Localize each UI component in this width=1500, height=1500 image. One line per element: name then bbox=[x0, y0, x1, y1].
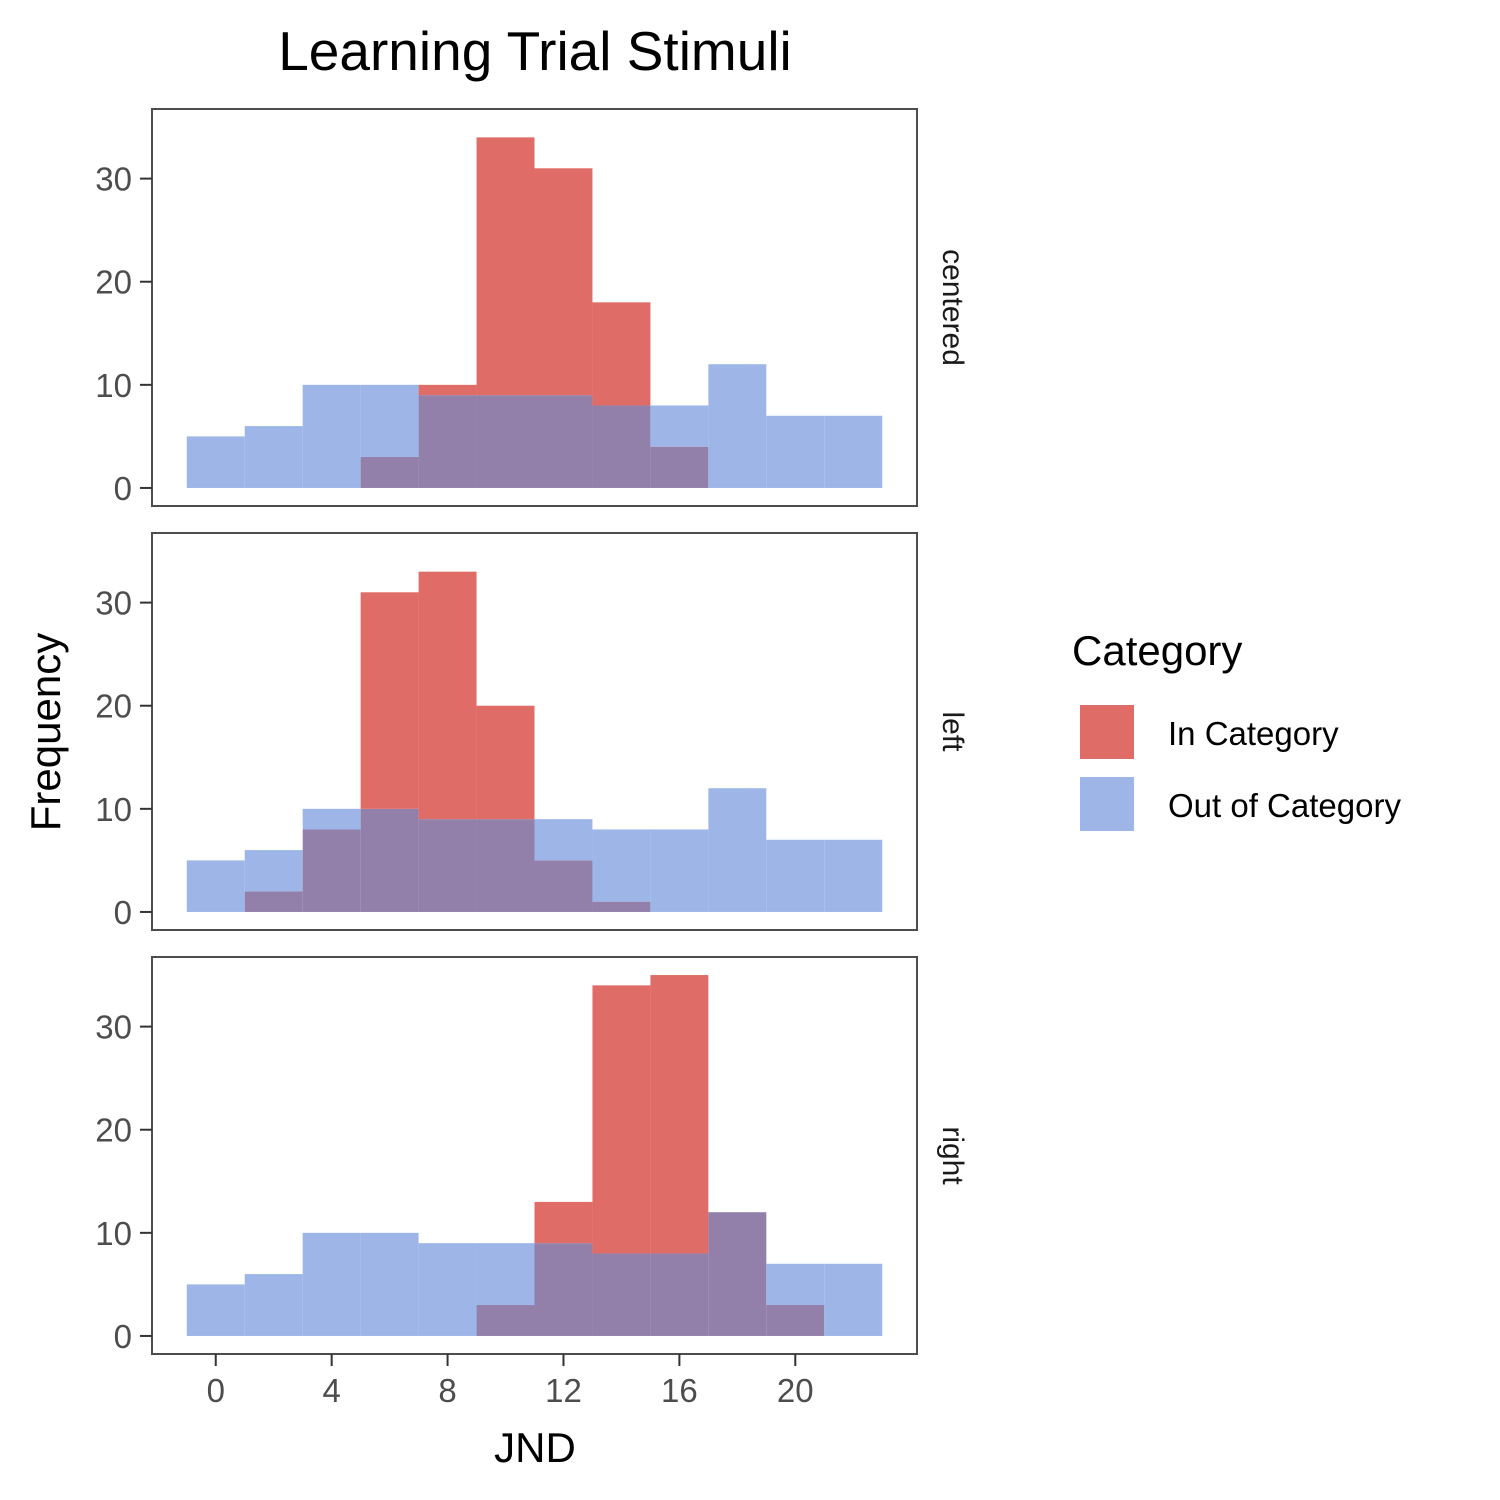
bar-in-category bbox=[476, 137, 535, 396]
facet-panels: 0 10 20 30 centered 0 10 20 30 left 0 10 20 30 right bbox=[95, 108, 969, 1355]
bar-out-of-category bbox=[244, 850, 303, 892]
y-tick-label: 10 bbox=[95, 367, 132, 404]
bar-overlap bbox=[476, 1305, 535, 1336]
legend-key bbox=[1080, 777, 1134, 831]
bar-out-of-category bbox=[302, 808, 361, 830]
bar-out-of-category bbox=[824, 839, 883, 912]
legend: Category In Category Out of Category bbox=[1072, 627, 1401, 831]
bar-out-of-category bbox=[708, 788, 767, 912]
bar-overlap bbox=[302, 829, 361, 912]
y-tick-label: 10 bbox=[95, 791, 132, 828]
bar-overlap bbox=[534, 1243, 593, 1336]
x-tick-label: 20 bbox=[777, 1372, 814, 1409]
x-tick-label: 12 bbox=[545, 1372, 582, 1409]
y-tick-label: 20 bbox=[95, 688, 132, 725]
y-tick-label: 30 bbox=[95, 161, 132, 198]
bar-in-category bbox=[418, 571, 477, 820]
y-tick-label: 30 bbox=[95, 1009, 132, 1046]
legend-key bbox=[1080, 705, 1134, 759]
bar-out-of-category bbox=[186, 1284, 245, 1336]
bar-out-of-category bbox=[534, 819, 593, 861]
bar-overlap bbox=[534, 860, 593, 912]
bar-out-of-category bbox=[476, 1243, 535, 1306]
y-axis-title: Frequency bbox=[22, 633, 69, 831]
bar-out-of-category bbox=[824, 415, 883, 488]
bar-overlap bbox=[592, 405, 651, 488]
x-tick-label: 16 bbox=[661, 1372, 698, 1409]
bar-out-of-category bbox=[360, 384, 419, 458]
facet-panel-centered: 0 10 20 30 centered bbox=[95, 108, 969, 507]
bar-overlap bbox=[592, 901, 651, 912]
bar-out-of-category bbox=[186, 436, 245, 488]
bar-overlap bbox=[476, 395, 535, 488]
bar-overlap bbox=[766, 1305, 825, 1336]
legend-title: Category bbox=[1072, 627, 1242, 674]
bar-out-of-category bbox=[360, 1232, 419, 1336]
bar-out-of-category bbox=[244, 426, 303, 488]
x-axis-title: JND bbox=[494, 1424, 576, 1471]
facet-label: left bbox=[936, 711, 969, 752]
panel-border bbox=[151, 532, 918, 931]
bar-overlap bbox=[360, 457, 419, 488]
bar-out-of-category bbox=[302, 1232, 361, 1336]
bar-in-category bbox=[534, 1201, 593, 1244]
facet-panel-right: 0 10 20 30 right bbox=[95, 956, 969, 1355]
legend-label: In Category bbox=[1168, 715, 1339, 752]
chart-title: Learning Trial Stimuli bbox=[278, 20, 792, 82]
bar-overlap bbox=[592, 1253, 651, 1336]
bar-overlap bbox=[360, 808, 419, 912]
bar-out-of-category bbox=[708, 364, 767, 488]
x-tick-label: 8 bbox=[438, 1372, 456, 1409]
bar-in-category bbox=[360, 592, 419, 809]
bar-overlap bbox=[476, 819, 535, 912]
facet-label: centered bbox=[936, 249, 969, 366]
x-tick-label: 4 bbox=[322, 1372, 340, 1409]
bar-in-category bbox=[418, 384, 477, 396]
bar-out-of-category bbox=[824, 1263, 883, 1336]
bar-out-of-category bbox=[650, 405, 709, 447]
bar-in-category bbox=[592, 302, 651, 406]
bar-in-category bbox=[592, 985, 651, 1254]
panel-border bbox=[151, 956, 918, 1355]
bar-out-of-category bbox=[418, 1243, 477, 1336]
facet-panel-left: 0 10 20 30 left bbox=[95, 532, 969, 931]
bar-out-of-category bbox=[766, 839, 825, 912]
bar-out-of-category bbox=[302, 384, 361, 488]
panel-border bbox=[151, 108, 918, 507]
bar-overlap bbox=[650, 1253, 709, 1336]
x-axis: 0 4 8 12 16 20 bbox=[207, 1354, 814, 1409]
y-tick-label: 20 bbox=[95, 1112, 132, 1149]
bar-out-of-category bbox=[186, 860, 245, 912]
bar-in-category bbox=[476, 705, 535, 820]
y-tick-label: 10 bbox=[95, 1215, 132, 1252]
bar-out-of-category bbox=[650, 829, 709, 912]
x-tick-label: 0 bbox=[207, 1372, 225, 1409]
bar-out-of-category bbox=[592, 829, 651, 902]
y-tick-label: 0 bbox=[114, 894, 132, 931]
bar-in-category bbox=[650, 975, 709, 1254]
bar-out-of-category bbox=[766, 1263, 825, 1306]
y-tick-label: 30 bbox=[95, 585, 132, 622]
legend-label: Out of Category bbox=[1168, 787, 1401, 824]
bar-overlap bbox=[244, 891, 303, 912]
y-tick-label: 0 bbox=[114, 470, 132, 507]
bar-overlap bbox=[418, 819, 477, 912]
bar-overlap bbox=[708, 1212, 767, 1336]
bar-out-of-category bbox=[766, 415, 825, 488]
y-tick-label: 20 bbox=[95, 264, 132, 301]
bar-in-category bbox=[534, 168, 593, 396]
bar-overlap bbox=[534, 395, 593, 488]
y-tick-label: 0 bbox=[114, 1318, 132, 1355]
facet-label: right bbox=[936, 1126, 969, 1185]
bar-out-of-category bbox=[244, 1274, 303, 1336]
bar-overlap bbox=[650, 446, 709, 488]
bar-overlap bbox=[418, 395, 477, 488]
